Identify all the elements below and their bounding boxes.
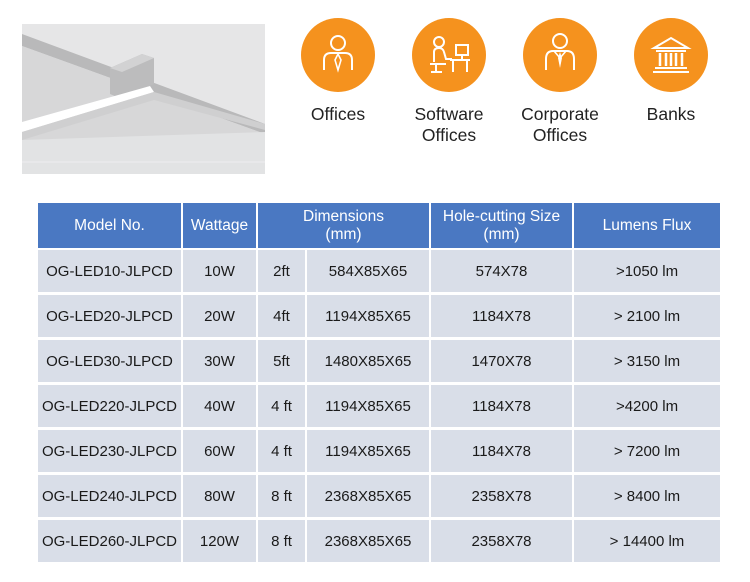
cell-hole-cutting: 1184X78 bbox=[431, 295, 572, 337]
application-label: Offices bbox=[310, 104, 366, 124]
cell-dimensions: 584X85X65 bbox=[307, 250, 429, 292]
cell-hole-cutting: 1184X78 bbox=[431, 430, 572, 472]
cell-wattage: 20W bbox=[183, 295, 256, 337]
cell-model: OG-LED230-JLPCD bbox=[38, 430, 181, 472]
cell-lumens: >1050 lm bbox=[574, 250, 720, 292]
cell-dimensions: 1194X85X65 bbox=[307, 385, 429, 427]
cell-model: OG-LED240-JLPCD bbox=[38, 475, 181, 517]
application-banks: Banks bbox=[616, 18, 726, 125]
cell-dimensions: 2368X85X65 bbox=[307, 475, 429, 517]
application-label-line: Corporate bbox=[521, 104, 599, 124]
cell-length: 4ft bbox=[258, 295, 305, 337]
cell-model: OG-LED220-JLPCD bbox=[38, 385, 181, 427]
cell-length: 4 ft bbox=[258, 385, 305, 427]
header-hole-cutting-unit: (mm) bbox=[483, 225, 520, 243]
cell-dimensions: 1480X85X65 bbox=[307, 340, 429, 382]
cell-lumens: > 8400 lm bbox=[574, 475, 720, 517]
cell-length: 4 ft bbox=[258, 430, 305, 472]
bank-building-icon bbox=[634, 18, 708, 92]
cell-wattage: 120W bbox=[183, 520, 256, 562]
header-dimensions-line: Dimensions bbox=[303, 207, 384, 225]
cell-lumens: >4200 lm bbox=[574, 385, 720, 427]
header-dimensions: Dimensions (mm) bbox=[258, 203, 429, 248]
cell-dimensions: 1194X85X65 bbox=[307, 430, 429, 472]
table-row: OG-LED230-JLPCD 60W 4 ft 1194X85X65 1184… bbox=[38, 430, 720, 472]
cell-hole-cutting: 2358X78 bbox=[431, 520, 572, 562]
product-illustration bbox=[22, 24, 265, 174]
cell-wattage: 30W bbox=[183, 340, 256, 382]
table-row: OG-LED240-JLPCD 80W 8 ft 2368X85X65 2358… bbox=[38, 475, 720, 517]
cell-hole-cutting: 574X78 bbox=[431, 250, 572, 292]
header-dimensions-unit: (mm) bbox=[325, 225, 362, 243]
cell-model: OG-LED30-JLPCD bbox=[38, 340, 181, 382]
cell-length: 2ft bbox=[258, 250, 305, 292]
application-label: Corporate Offices bbox=[505, 104, 615, 146]
header-wattage: Wattage bbox=[183, 203, 256, 248]
office-worker-icon bbox=[301, 18, 375, 92]
header-hole-cutting-line: Hole-cutting Size bbox=[442, 207, 561, 225]
application-label: Banks bbox=[646, 104, 696, 124]
software-desk-icon bbox=[412, 18, 486, 92]
cell-wattage: 60W bbox=[183, 430, 256, 472]
application-label-line: Offices bbox=[421, 125, 477, 145]
recessed-linear-light-image bbox=[22, 24, 265, 174]
table-row: OG-LED30-JLPCD 30W 5ft 1480X85X65 1470X7… bbox=[38, 340, 720, 382]
cell-model: OG-LED10-JLPCD bbox=[38, 250, 181, 292]
application-corporate-offices: Corporate Offices bbox=[505, 18, 615, 146]
cell-hole-cutting: 1470X78 bbox=[431, 340, 572, 382]
cell-lumens: > 2100 lm bbox=[574, 295, 720, 337]
cell-wattage: 40W bbox=[183, 385, 256, 427]
application-label-line: Offices bbox=[532, 125, 588, 145]
table-row: OG-LED220-JLPCD 40W 4 ft 1194X85X65 1184… bbox=[38, 385, 720, 427]
cell-dimensions: 1194X85X65 bbox=[307, 295, 429, 337]
cell-length: 5ft bbox=[258, 340, 305, 382]
corporate-person-icon bbox=[523, 18, 597, 92]
cell-lumens: > 7200 lm bbox=[574, 430, 720, 472]
application-icons: Offices Software Offices bbox=[283, 18, 723, 158]
cell-wattage: 10W bbox=[183, 250, 256, 292]
application-label: Software Offices bbox=[394, 104, 504, 146]
table-header-row: Model No. Wattage Dimensions (mm) Hole-c… bbox=[38, 203, 720, 248]
table-row: OG-LED260-JLPCD 120W 8 ft 2368X85X65 235… bbox=[38, 520, 720, 562]
header-lumens: Lumens Flux bbox=[574, 203, 720, 248]
cell-wattage: 80W bbox=[183, 475, 256, 517]
application-offices: Offices bbox=[283, 18, 393, 125]
cell-hole-cutting: 1184X78 bbox=[431, 385, 572, 427]
cell-model: OG-LED260-JLPCD bbox=[38, 520, 181, 562]
header-model: Model No. bbox=[38, 203, 181, 248]
application-label-line: Software bbox=[414, 104, 484, 124]
cell-hole-cutting: 2358X78 bbox=[431, 475, 572, 517]
table-row: OG-LED10-JLPCD 10W 2ft 584X85X65 574X78 … bbox=[38, 250, 720, 292]
cell-length: 8 ft bbox=[258, 520, 305, 562]
cell-length: 8 ft bbox=[258, 475, 305, 517]
header-hole-cutting: Hole-cutting Size (mm) bbox=[431, 203, 572, 248]
cell-dimensions: 2368X85X65 bbox=[307, 520, 429, 562]
cell-lumens: > 3150 lm bbox=[574, 340, 720, 382]
application-software-offices: Software Offices bbox=[394, 18, 504, 146]
cell-model: OG-LED20-JLPCD bbox=[38, 295, 181, 337]
cell-lumens: > 14400 lm bbox=[574, 520, 720, 562]
table-row: OG-LED20-JLPCD 20W 4ft 1194X85X65 1184X7… bbox=[38, 295, 720, 337]
